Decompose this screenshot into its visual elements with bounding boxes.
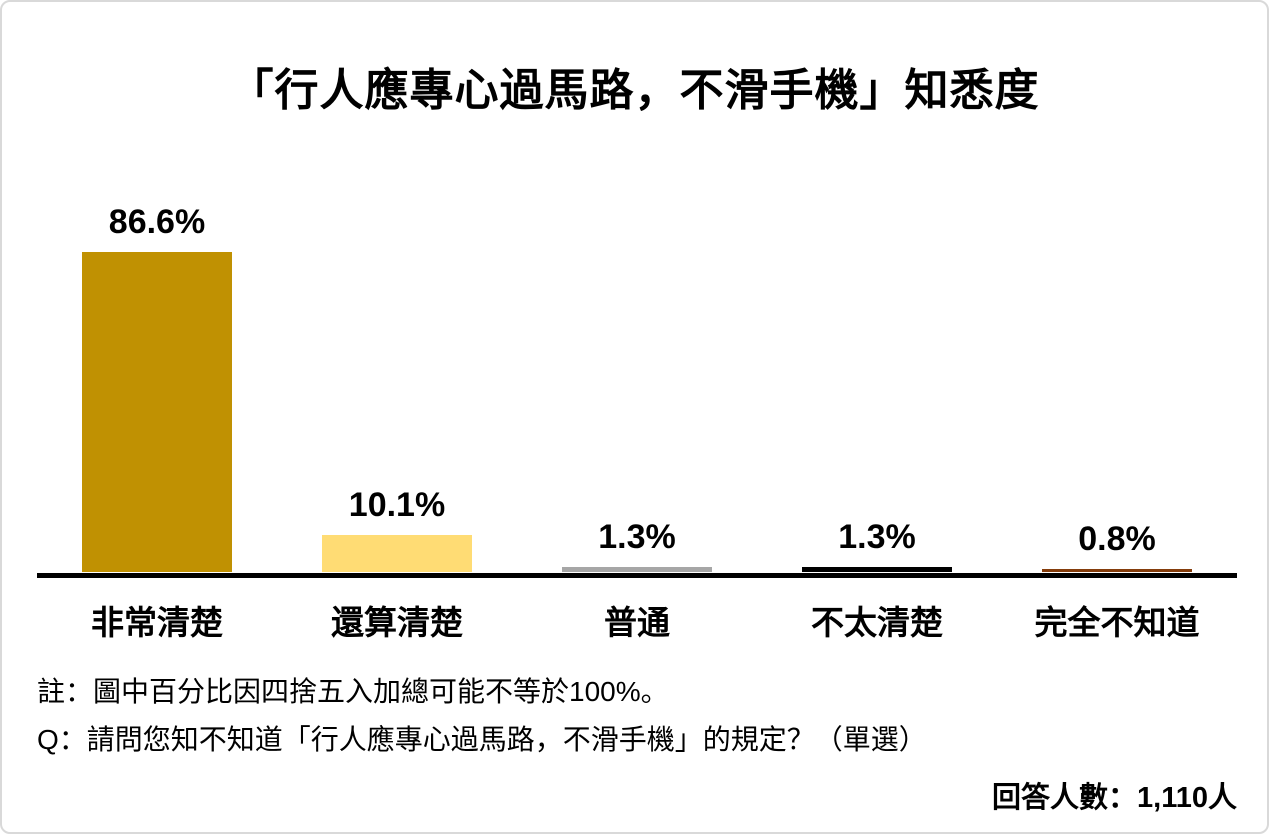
bar-value-label: 10.1% [348, 486, 446, 524]
bar-column: 86.6% [37, 203, 277, 572]
bar-column: 10.1% [277, 486, 517, 572]
bar-column: 0.8% [997, 520, 1237, 572]
bar-value-label: 1.3% [838, 518, 916, 556]
bars-row: 86.6% 10.1% 1.3% 1.3% 0.8% [37, 203, 1237, 572]
bar-not-very-clear [802, 567, 952, 572]
bar-value-label: 1.3% [598, 518, 676, 556]
category-label-completely-unknown: 完全不知道 [1034, 604, 1200, 641]
bar-value-label: 0.8% [1078, 520, 1156, 558]
x-axis-line [37, 573, 1237, 578]
rounding-note: 註：圖中百分比因四捨五入加總可能不等於100%。 [37, 676, 669, 707]
bar-column: 1.3% [757, 518, 997, 572]
bar-average [562, 567, 712, 572]
category-label-average: 普通 [604, 604, 670, 641]
respondent-count: 回答人數：1,110人 [992, 782, 1237, 814]
bar-fairly-clear [322, 535, 472, 572]
footnotes: 註：圖中百分比因四捨五入加總可能不等於100%。 Q：請問您知不知道「行人應專心… [37, 678, 1237, 816]
category-label-not-very-clear: 不太清楚 [811, 604, 943, 641]
survey-question: Q：請問您知不知道「行人應專心過馬路，不滑手機」的規定？（單選） [37, 724, 927, 755]
bar-column: 1.3% [517, 518, 757, 572]
bar-value-label: 86.6% [108, 203, 206, 241]
chart-title: 「行人應專心過馬路，不滑手機」知悉度 [229, 66, 1040, 115]
category-labels-row: 非常清楚 還算清楚 普通 不太清楚 完全不知道 [37, 596, 1237, 644]
bar-very-clear [82, 252, 232, 572]
bar-completely-unknown [1042, 569, 1192, 572]
category-label-very-clear: 非常清楚 [91, 604, 223, 641]
category-label-fairly-clear: 還算清楚 [331, 604, 463, 641]
